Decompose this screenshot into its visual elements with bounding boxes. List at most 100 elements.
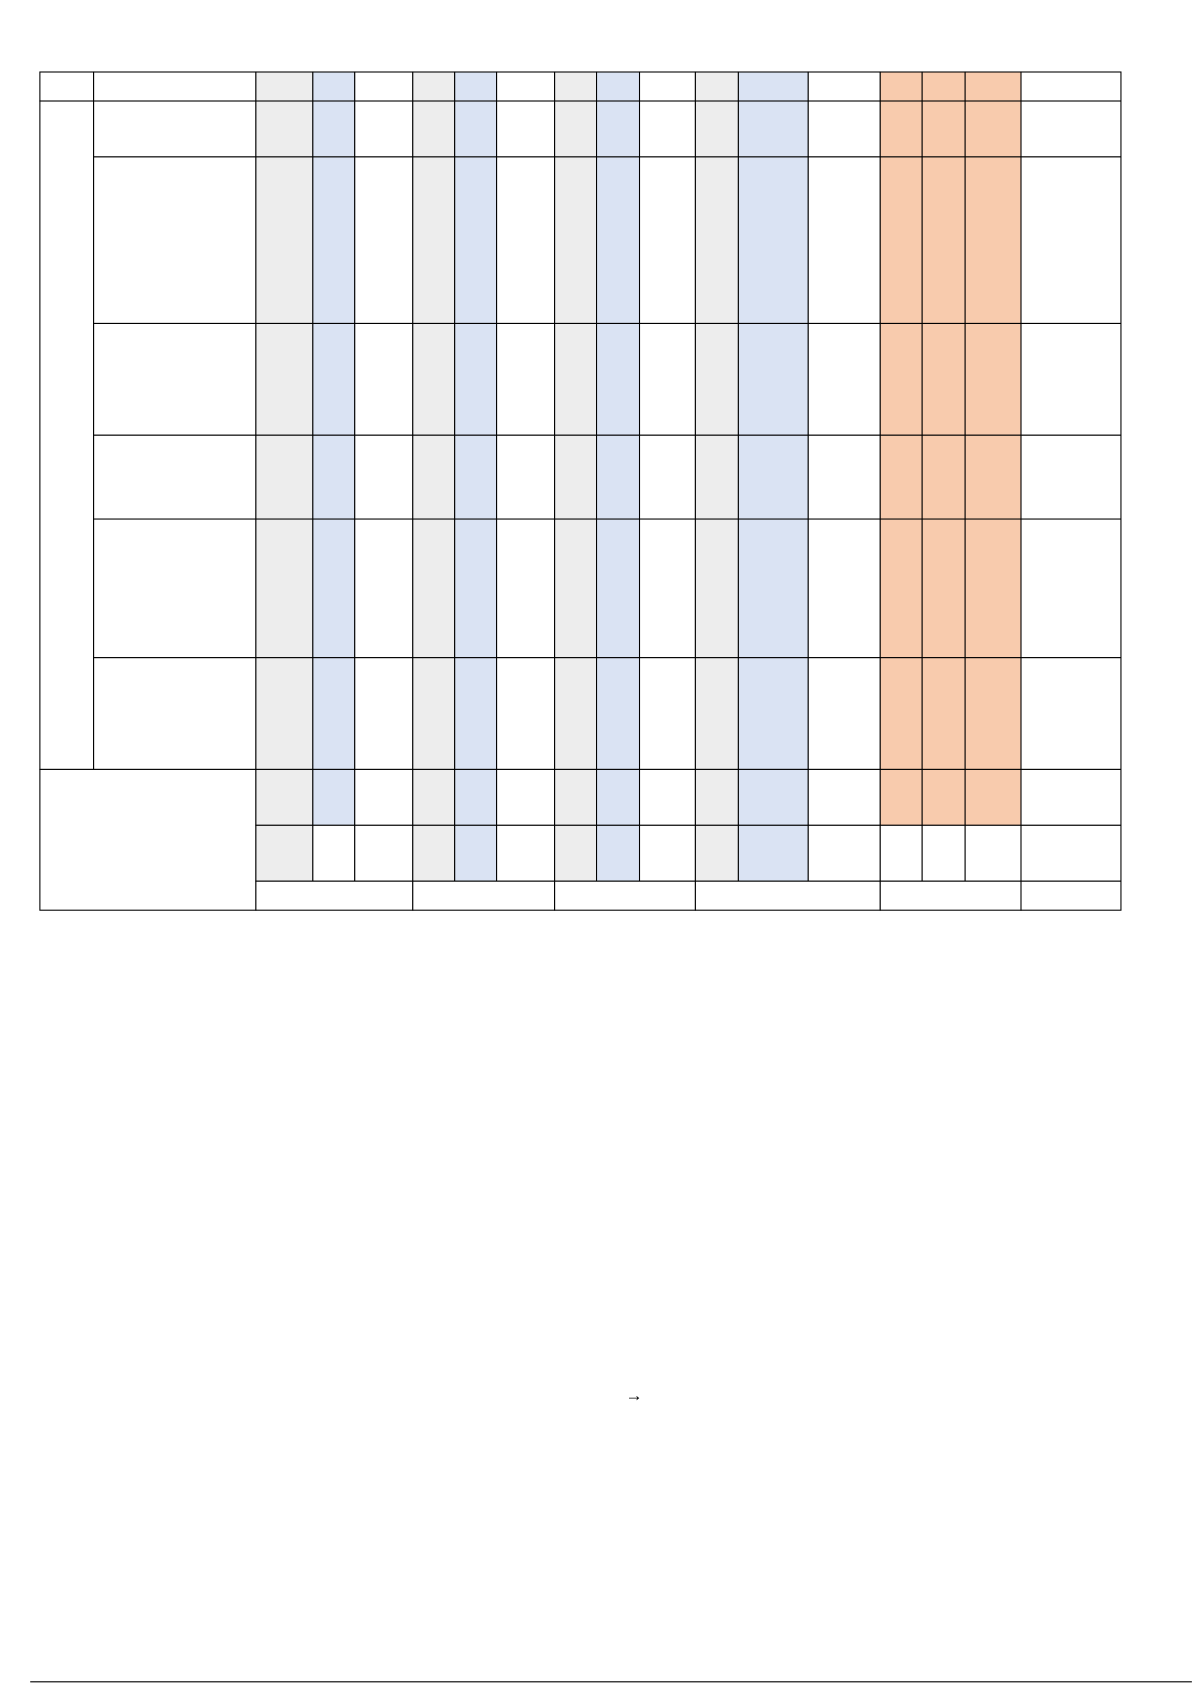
table-cell: [554, 100, 598, 158]
table-cell: [496, 768, 556, 826]
table-cell: [412, 768, 456, 826]
table-cell: [354, 518, 414, 659]
table-cell: [694, 434, 739, 520]
table-cell: [312, 322, 356, 436]
table-cell: [964, 322, 1022, 436]
table-cell: [1020, 824, 1122, 882]
table-cell: [879, 434, 923, 520]
table-cell: [807, 518, 881, 659]
table-cell: [595, 434, 641, 520]
arrow: →: [626, 1386, 643, 1405]
table-cell: [964, 434, 1022, 520]
table-cell: [807, 657, 881, 770]
table-cell: [454, 322, 498, 436]
table-cell: [1020, 156, 1122, 324]
table-cell: [638, 156, 696, 324]
table-cell: [354, 657, 414, 770]
table-cell: [879, 824, 923, 882]
table-cell: [454, 768, 498, 826]
table-cell: [93, 100, 257, 158]
table-cell: [694, 518, 739, 659]
table-cell: [312, 100, 356, 158]
table-cell: [879, 768, 923, 826]
table-cell: [496, 657, 556, 770]
table-cell: [255, 156, 314, 324]
table-cell: [807, 434, 881, 520]
table-cell: [454, 518, 498, 659]
table-cell: [255, 824, 314, 882]
table-cell: [638, 768, 696, 826]
table-cell: [312, 657, 356, 770]
table-cell: [921, 824, 966, 882]
table-cell: [964, 768, 1022, 826]
table-cell: [807, 768, 881, 826]
table-cell: [737, 434, 809, 520]
table-cell: [554, 880, 696, 911]
table-cell: [879, 880, 1022, 911]
table-cell: [312, 434, 356, 520]
table-cell: [255, 880, 414, 911]
table-cell: [496, 100, 556, 158]
table-cell: [807, 322, 881, 436]
table-cell: [412, 880, 556, 911]
table-cell: [454, 156, 498, 324]
table-cell: [694, 824, 739, 882]
table-cell: [496, 71, 556, 102]
table-cell: [496, 156, 556, 324]
table-cell: [312, 518, 356, 659]
table-cell: [1020, 768, 1122, 826]
table-cell: [93, 71, 257, 102]
table-cell: [737, 156, 809, 324]
table-cell: [93, 322, 257, 436]
table-cell: [921, 71, 966, 102]
table-cell: [454, 100, 498, 158]
table-cell: [737, 71, 809, 102]
table-cell: [595, 100, 641, 158]
table-cell: [454, 657, 498, 770]
table-cell: [921, 100, 966, 158]
table-cell: [638, 322, 696, 436]
table-cell: [39, 71, 95, 102]
table-cell: [93, 434, 257, 520]
table-cell: [921, 434, 966, 520]
table-cell: [595, 156, 641, 324]
table-cell: [807, 71, 881, 102]
table-cell: [694, 156, 739, 324]
table-cell: [554, 657, 598, 770]
table-cell: [1020, 434, 1122, 520]
table-cell: [554, 71, 598, 102]
table-cell: [554, 322, 598, 436]
table-cell: [737, 518, 809, 659]
table-cell: [595, 768, 641, 826]
table-cell: [412, 824, 456, 882]
table-cell: [807, 156, 881, 324]
table-cell: [554, 434, 598, 520]
table-cell: [879, 156, 923, 324]
table-cell: [694, 768, 739, 826]
table-cell: [737, 657, 809, 770]
table-cell: [354, 156, 414, 324]
table-cell: [93, 657, 257, 770]
table-cell: [554, 768, 598, 826]
table-cell: [39, 100, 95, 770]
table-cell: [354, 434, 414, 520]
table-cell: [454, 434, 498, 520]
table-cell: [964, 824, 1022, 882]
table-cell: [255, 322, 314, 436]
table-cell: [1020, 322, 1122, 436]
table-cell: [496, 322, 556, 436]
table-cell: [412, 322, 456, 436]
table-cell: [964, 100, 1022, 158]
table-cell: [1020, 71, 1122, 102]
table-cell: [496, 434, 556, 520]
table-cell: [737, 824, 809, 882]
table: [39, 71, 1122, 911]
table-cell: [554, 518, 598, 659]
table-cell: [638, 657, 696, 770]
table-cell: [807, 100, 881, 158]
table-cell: [412, 657, 456, 770]
table-cell: [354, 322, 414, 436]
table-cell: [638, 100, 696, 158]
